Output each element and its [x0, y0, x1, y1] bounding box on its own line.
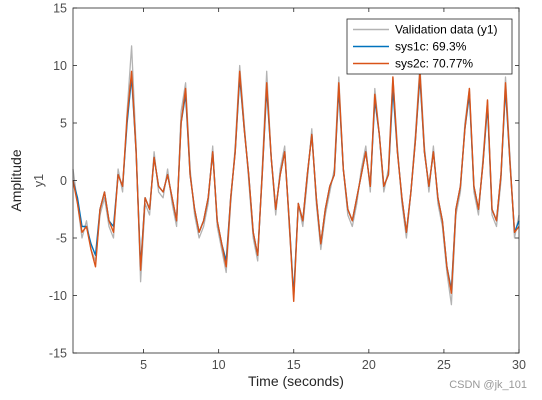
y-tick-label: 5 [60, 117, 67, 131]
x-axis-label: Time (seconds) [248, 373, 344, 389]
legend-label-2: sys1c: 69.3% [395, 40, 467, 54]
x-tick-label: 20 [362, 358, 376, 372]
y-tick-label: 15 [53, 2, 67, 16]
watermark: CSDN @jk_101 [449, 379, 527, 391]
y-tick-label: 0 [60, 174, 67, 188]
series-layer [72, 45, 520, 306]
x-tick-label: 5 [140, 358, 147, 372]
y-tick-label: -10 [49, 289, 67, 303]
x-tick-label: 15 [287, 358, 301, 372]
legend-label-3: sys2c: 70.77% [395, 57, 473, 71]
y-tick-label: -5 [56, 232, 67, 246]
y-tick-label: -15 [49, 347, 67, 361]
legend-label-1: Validation data (y1) [395, 23, 498, 37]
channel-label: y1 [32, 174, 46, 187]
y-axis-label: Amplitude [8, 149, 24, 211]
y-tick-label: 10 [53, 59, 67, 73]
series-line-3 [72, 70, 520, 302]
x-tick-label: 25 [437, 358, 451, 372]
legend[interactable]: Validation data (y1) sys1c: 69.3% sys2c: 7… [346, 18, 513, 75]
x-tick-label: 10 [212, 358, 226, 372]
tick-layer: 5 10 15 20 25 30 -15 -10 -5 0 5 10 15 [49, 2, 526, 373]
x-tick-label: 30 [512, 358, 526, 372]
